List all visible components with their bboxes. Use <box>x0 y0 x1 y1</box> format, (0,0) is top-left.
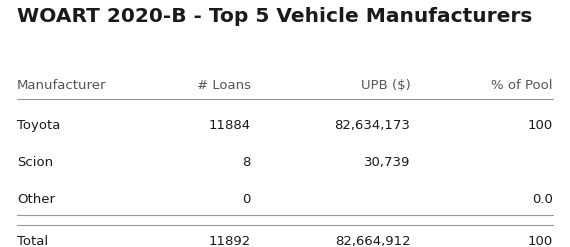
Text: # Loans: # Loans <box>197 79 251 92</box>
Text: UPB ($): UPB ($) <box>361 79 410 92</box>
Text: 100: 100 <box>528 119 553 132</box>
Text: 11892: 11892 <box>209 235 251 247</box>
Text: Toyota: Toyota <box>17 119 60 132</box>
Text: 0: 0 <box>242 193 251 206</box>
Text: Total: Total <box>17 235 48 247</box>
Text: 30,739: 30,739 <box>364 156 410 169</box>
Text: 82,664,912: 82,664,912 <box>335 235 410 247</box>
Text: 0.0: 0.0 <box>532 193 553 206</box>
Text: WOART 2020-B - Top 5 Vehicle Manufacturers: WOART 2020-B - Top 5 Vehicle Manufacture… <box>17 7 532 26</box>
Text: Scion: Scion <box>17 156 53 169</box>
Text: % of Pool: % of Pool <box>491 79 553 92</box>
Text: 8: 8 <box>242 156 251 169</box>
Text: 11884: 11884 <box>209 119 251 132</box>
Text: 82,634,173: 82,634,173 <box>335 119 410 132</box>
Text: Other: Other <box>17 193 55 206</box>
Text: 100: 100 <box>528 235 553 247</box>
Text: Manufacturer: Manufacturer <box>17 79 107 92</box>
